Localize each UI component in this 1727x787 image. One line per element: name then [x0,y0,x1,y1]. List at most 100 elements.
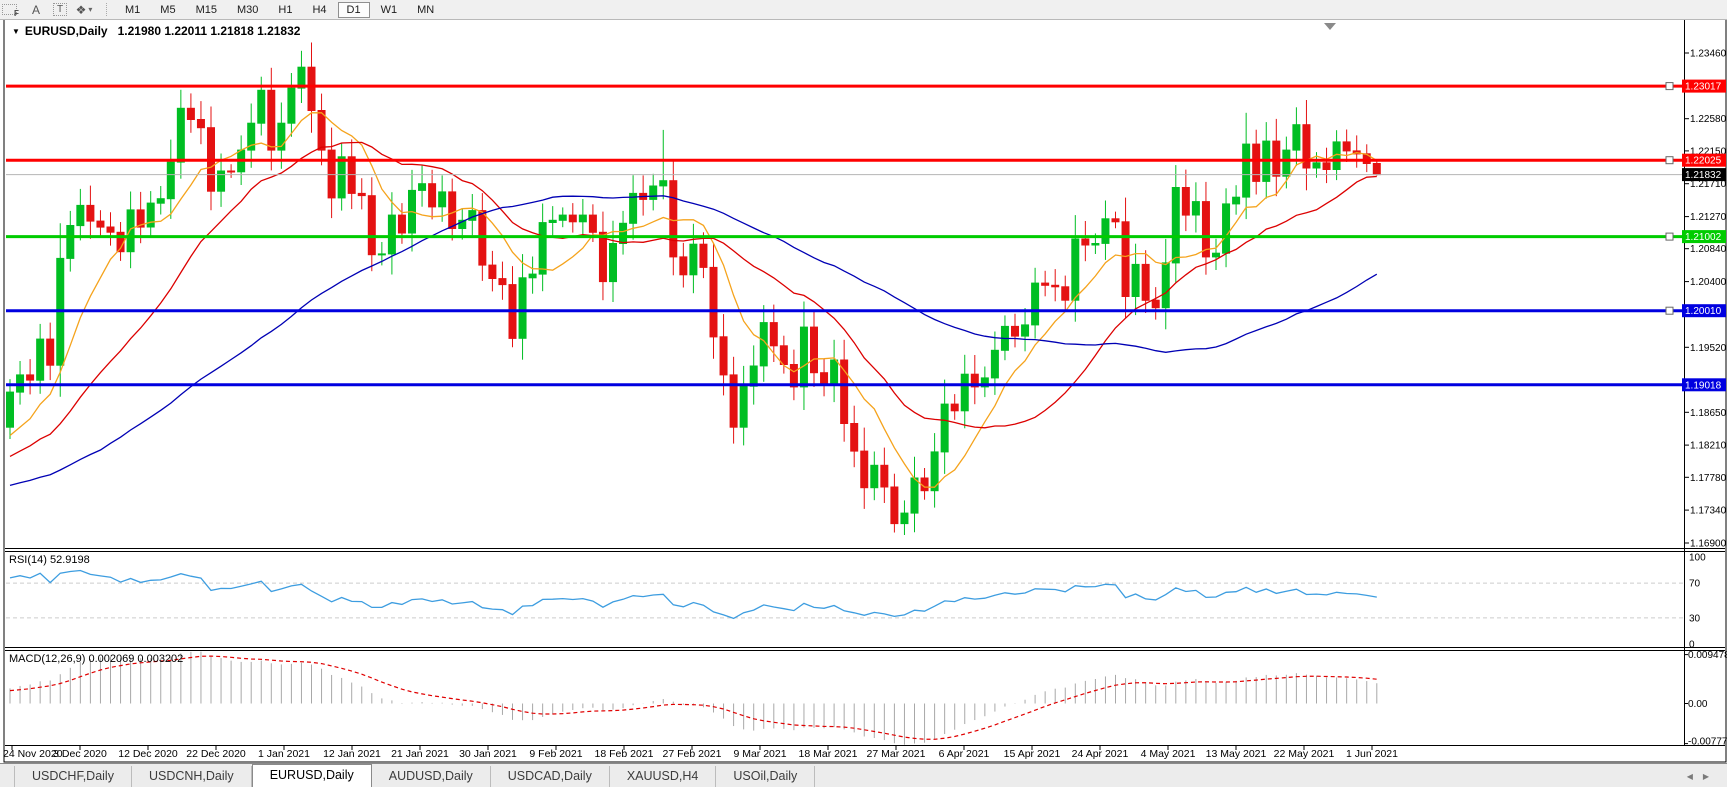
fib-letter: F [14,9,19,18]
price-line-badge: 1.23017 [1682,79,1726,93]
date-label: 24 Apr 2021 [1071,748,1129,760]
svg-text:1.21832: 1.21832 [1685,170,1722,181]
date-label: 18 Feb 2021 [594,748,654,760]
symbol-caret-icon[interactable]: ▼ [12,27,20,36]
svg-text:1.21002: 1.21002 [1685,232,1722,243]
price-tick-label: 1.19520 [1690,343,1727,354]
ma-20-line [9,141,1377,457]
dropdown-caret-icon: ▾ [88,5,93,14]
price-line-badge: 1.19018 [1682,378,1726,392]
ma-8-line [9,112,1378,488]
price-tick-label: 1.23460 [1690,49,1727,60]
fib-grid-glyph [2,4,18,15]
toolbar: F A T ❖ ▾ M1 M5 M15 M30 H1 H4 D1 W1 MN [0,0,1727,20]
timeframe-h4[interactable]: H4 [303,2,335,18]
timeframe-h1[interactable]: H1 [269,2,301,18]
chart-plot-area[interactable] [6,20,1684,547]
date-label: 22 May 2021 [1273,748,1335,760]
svg-text:1.19018: 1.19018 [1685,380,1722,391]
date-label: 4 May 2021 [1140,748,1196,760]
rsi-indicator-label: RSI(14) 52.9198 [9,554,90,566]
price-tick-label: 1.20400 [1690,277,1727,288]
date-label: 15 Apr 2021 [1003,748,1061,760]
current-price-badge: 1.21832 [1682,168,1726,182]
price-tick-label: 1.20840 [1690,244,1727,255]
shapes-tool-icon[interactable]: ❖ ▾ [72,2,96,18]
tab-usdcad[interactable]: USDCAD,Daily [491,766,610,787]
price-tick-label: 1.17340 [1690,506,1727,517]
price-tick-label: 1.21270 [1690,212,1727,223]
svg-text:70: 70 [1689,579,1701,590]
date-axis: 24 Nov 2020 3 Dec 2020 12 Dec 2020 22 Dec 2… [0,748,1727,762]
chart-shift-marker-icon[interactable] [1324,23,1336,30]
tab-audusd[interactable]: AUDUSD,Daily [372,766,491,787]
chart-tab-bar: USDCHF,Daily USDCNH,Daily EURUSD,Daily A… [0,763,1727,787]
price-tick-label: 1.22150 [1690,146,1727,157]
macd-signal-line [9,655,1377,740]
svg-text:0.00: 0.00 [1688,699,1708,710]
price-line-badge: 1.20010 [1682,304,1726,318]
timeframe-w1[interactable]: W1 [372,2,407,18]
line-handle[interactable] [1665,156,1674,165]
date-label: 21 Jan 2021 [391,748,449,760]
tab-usdcnh[interactable]: USDCNH,Daily [132,766,252,787]
date-label: 9 Feb 2021 [529,748,583,760]
svg-text:1.22025: 1.22025 [1685,156,1722,167]
rsi-line [9,569,1377,620]
date-label: 3 Dec 2020 [53,748,107,760]
date-label: 30 Jan 2021 [459,748,517,760]
price-tick-label: 1.18210 [1690,441,1727,452]
ma-50-line [9,195,1378,487]
tab-scroll-left-icon[interactable]: ◀ [1686,772,1703,781]
tab-usoil[interactable]: USOil,Daily [716,766,816,787]
date-label: 24 Nov 2020 [3,748,63,760]
label-letter: T [52,3,68,16]
date-label: 27 Mar 2021 [866,748,926,760]
svg-text:30: 30 [1689,613,1701,624]
date-label: 12 Dec 2020 [118,748,178,760]
svg-text:1.23017: 1.23017 [1685,82,1722,93]
price-tick-label: 1.16900 [1690,539,1727,550]
date-label: 27 Feb 2021 [662,748,722,760]
line-handle[interactable] [1665,306,1674,315]
date-label: 18 Mar 2021 [798,748,858,760]
shapes-glyph: ❖ [75,2,87,17]
timeframe-d1[interactable]: D1 [337,1,370,18]
timeframe-m1[interactable]: M1 [116,2,149,18]
timeframe-m30[interactable]: M30 [228,2,267,18]
macd-histogram [9,651,1378,745]
price-tick-label: 1.22580 [1690,114,1727,125]
panel-splitter[interactable] [5,647,1725,651]
price-tick-label: 1.21710 [1690,179,1727,190]
svg-text:0.009478: 0.009478 [1688,650,1727,661]
timeframe-m15[interactable]: M15 [187,2,226,18]
label-tool-icon[interactable]: T [48,2,72,18]
chart-title: ▼ EURUSD,Daily 1.21980 1.22011 1.21818 1.2… [12,24,300,38]
timeframe-mn[interactable]: MN [408,2,443,18]
tab-scroll-right-icon[interactable]: ▶ [1702,772,1719,781]
date-label: 12 Jan 2021 [323,748,381,760]
panel-splitter[interactable] [5,548,1725,552]
line-handle[interactable] [1665,232,1674,241]
svg-text:100: 100 [1689,553,1706,564]
price-axis-labels: 1.23460 1.22580 1.22150 1.21710 1.21270 1.208… [1684,49,1727,550]
price-tick-label: 1.18650 [1690,408,1727,419]
ohlc-values: 1.21980 1.22011 1.21818 1.21832 [117,24,301,38]
timeframe-m5[interactable]: M5 [151,2,184,18]
tab-usdchf[interactable]: USDCHF,Daily [14,766,132,787]
svg-text:-0.007778: -0.007778 [1688,737,1727,748]
date-label: 6 Apr 2021 [938,748,990,760]
svg-text:1.20010: 1.20010 [1685,306,1722,317]
text-tool-icon[interactable]: A [31,2,40,17]
date-label: 1 Jan 2021 [258,748,310,760]
date-label: 13 May 2021 [1205,748,1267,760]
tab-xauusd[interactable]: XAUUSD,H4 [610,766,717,787]
date-label: 9 Mar 2021 [733,748,787,760]
macd-axis-labels: 0.009478 0.00 -0.007778 [1684,650,1727,748]
tab-eurusd[interactable]: EURUSD,Daily [251,764,372,787]
tab-scroll-arrows: ◀▶ [1687,772,1719,781]
line-handle[interactable] [1665,82,1674,91]
fibonacci-tool-icon[interactable]: F [0,2,24,18]
